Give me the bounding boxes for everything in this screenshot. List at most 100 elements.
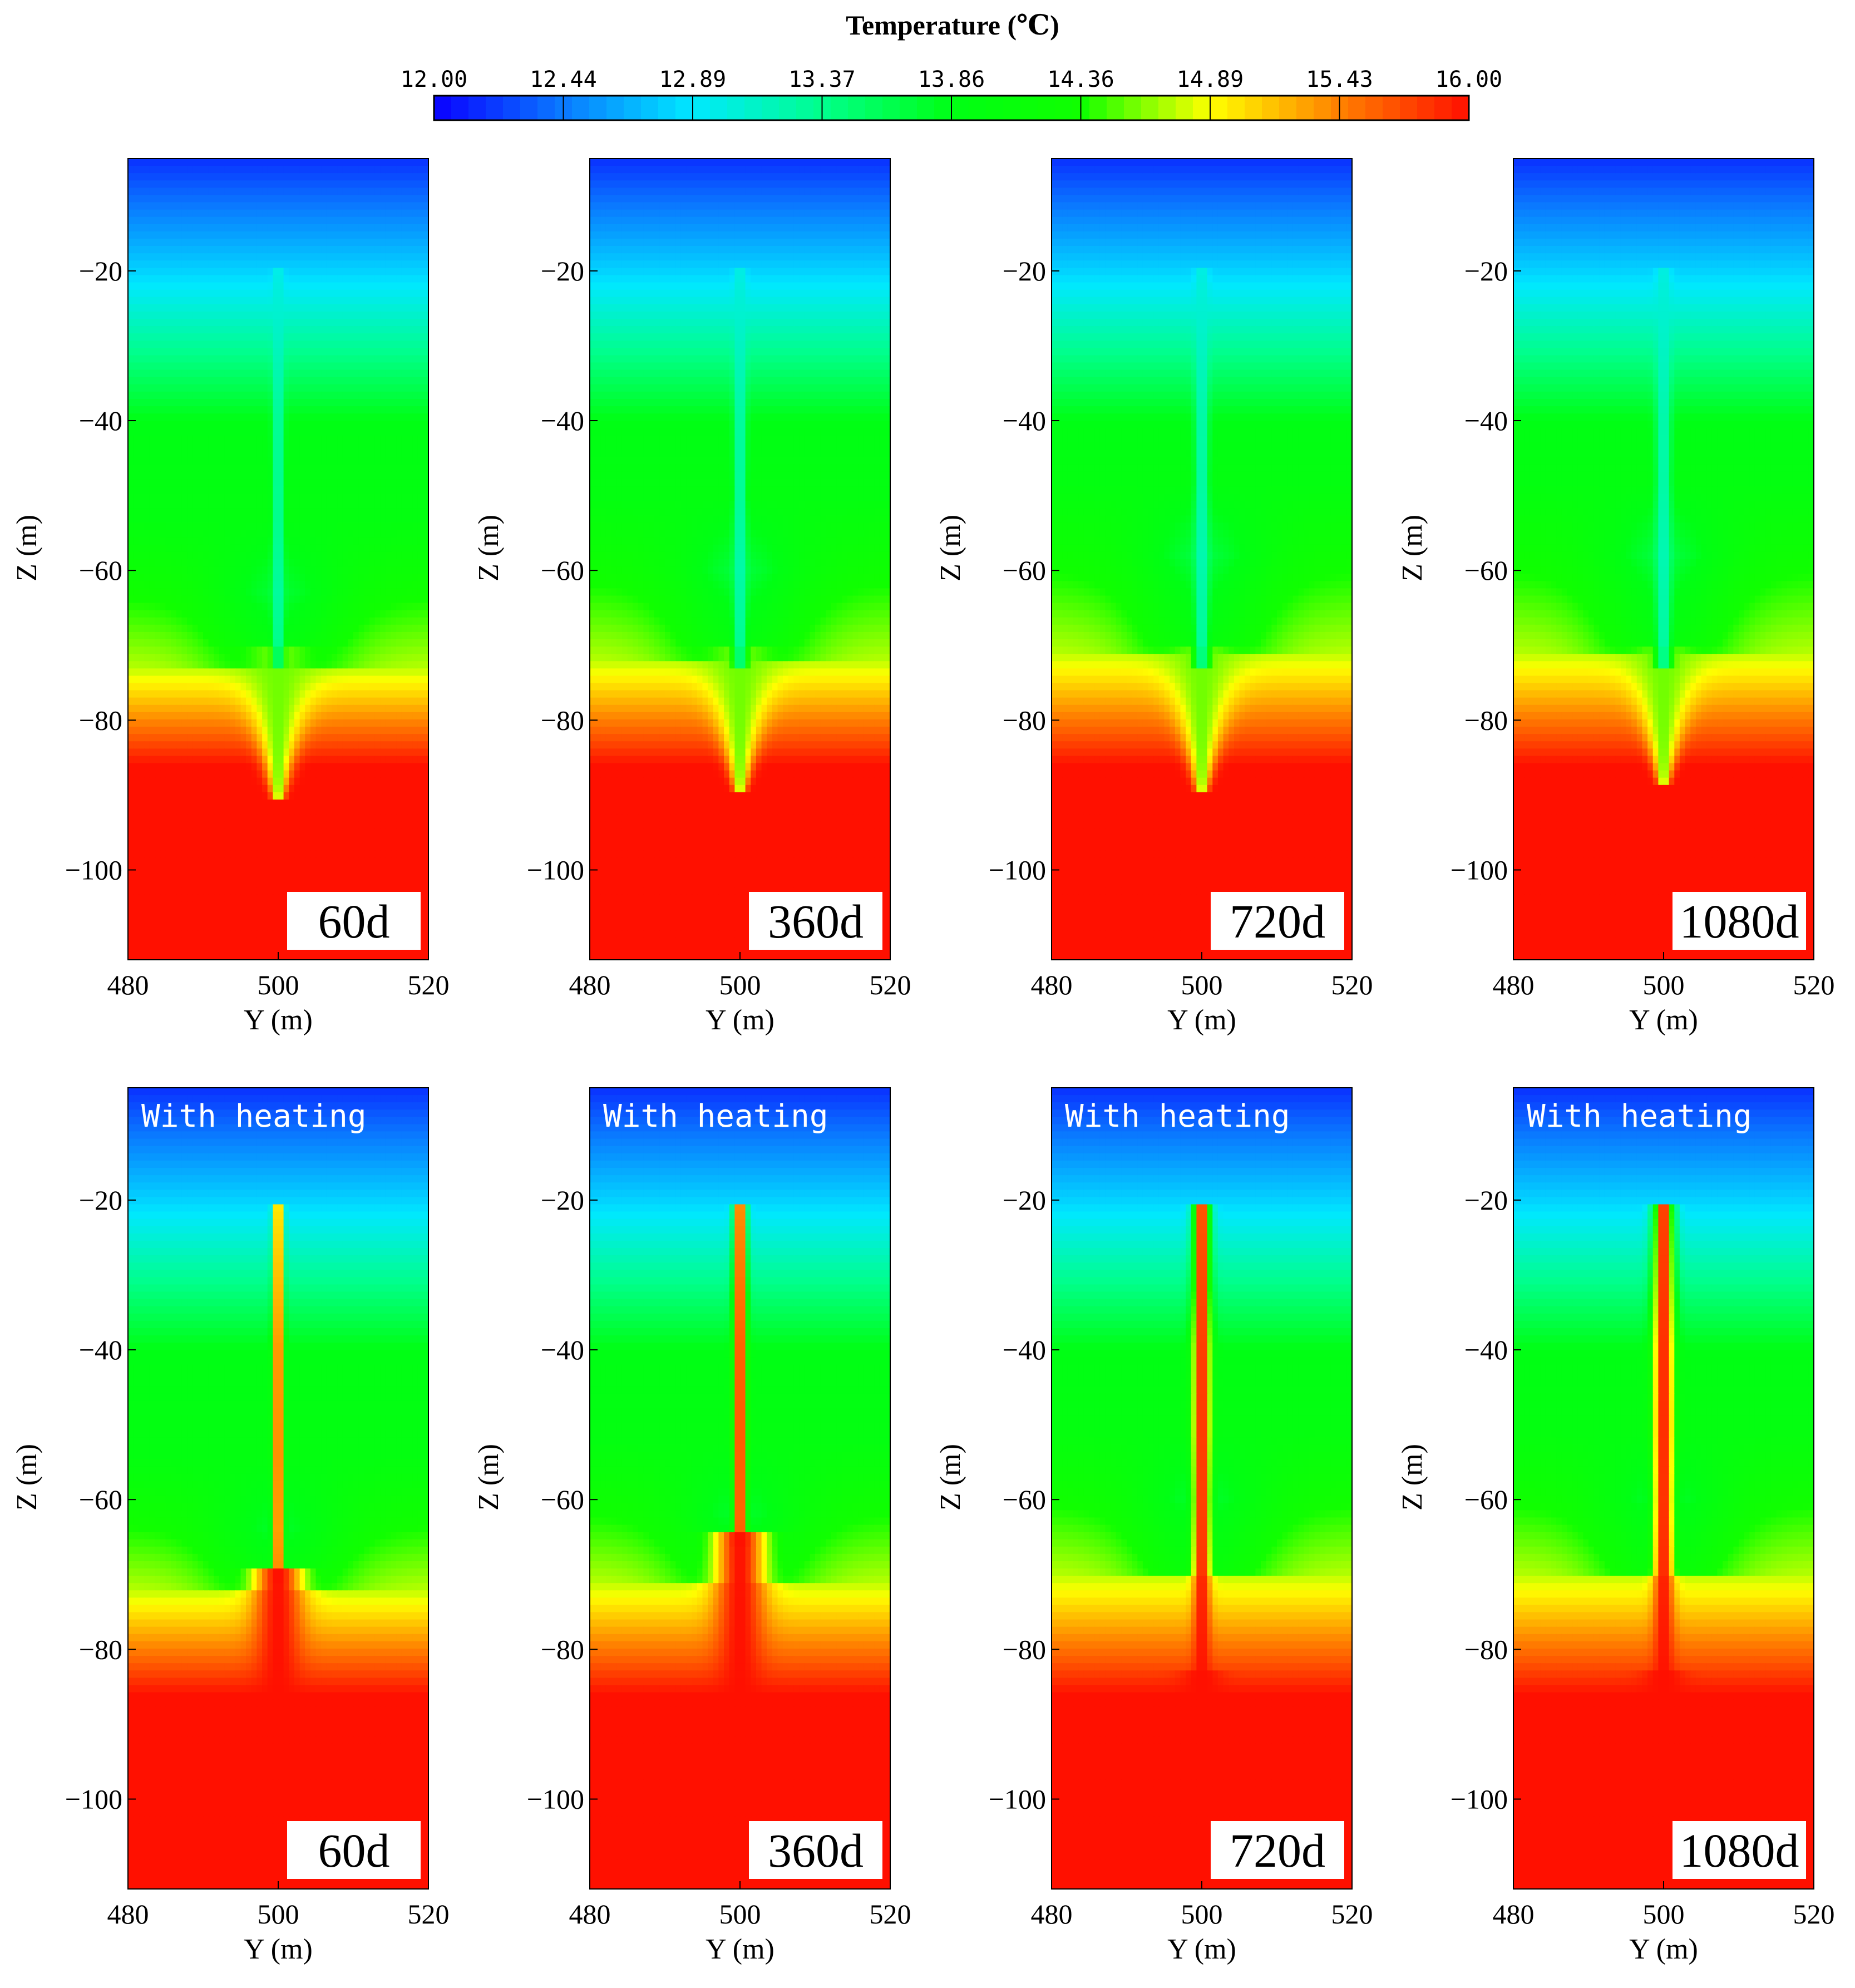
field-cell	[401, 486, 408, 495]
field-cell	[224, 566, 231, 575]
field-cell	[385, 734, 392, 742]
field-cell	[310, 362, 317, 371]
field-cell	[299, 471, 306, 480]
field-cell	[391, 435, 397, 443]
field-cell	[139, 159, 145, 166]
field-cell	[273, 537, 279, 545]
field-cell	[407, 785, 413, 793]
field-cell	[299, 442, 306, 451]
field-cell	[396, 406, 402, 415]
field-cell	[374, 377, 381, 385]
field-cell	[423, 712, 428, 720]
field-cell	[315, 610, 322, 618]
field-cell	[342, 246, 349, 254]
field-cell	[310, 471, 317, 480]
field-cell	[348, 275, 354, 283]
field-cell	[192, 574, 199, 582]
field-cell	[208, 508, 215, 516]
field-cell	[160, 202, 166, 210]
field-cell	[385, 559, 392, 567]
field-cell	[267, 391, 274, 399]
field-cell	[385, 180, 392, 189]
field-cell	[224, 173, 231, 181]
field-cell	[262, 610, 268, 618]
field-cell	[267, 311, 274, 319]
field-cell	[401, 275, 408, 283]
field-cell	[256, 719, 263, 727]
field-cell	[262, 501, 268, 509]
field-cell	[353, 639, 359, 647]
field-cell	[224, 384, 231, 392]
field-cell	[396, 756, 402, 764]
field-cell	[160, 333, 166, 342]
field-cell	[407, 522, 413, 531]
field-cell	[224, 479, 231, 487]
field-cell	[240, 224, 246, 232]
field-cell	[181, 471, 188, 480]
field-cell	[176, 595, 182, 604]
field-cell	[278, 632, 284, 640]
field-cell	[332, 727, 338, 735]
field-cell	[128, 741, 134, 749]
field-cell	[214, 777, 220, 786]
field-cell	[369, 260, 376, 269]
field-cell	[144, 712, 150, 720]
field-cell	[273, 239, 279, 246]
field-cell	[187, 471, 193, 480]
field-cell	[171, 647, 177, 655]
field-cell	[273, 515, 279, 524]
field-cell	[219, 166, 225, 174]
field-cell	[401, 610, 408, 618]
field-cell	[332, 464, 338, 472]
field-cell	[380, 486, 386, 495]
field-cell	[374, 268, 381, 276]
field-cell	[374, 391, 381, 399]
field-cell	[348, 683, 354, 691]
field-cell	[364, 668, 370, 677]
field-cell	[256, 639, 263, 647]
field-cell	[139, 559, 145, 567]
field-cell	[283, 421, 290, 429]
colorbar-band	[658, 96, 676, 120]
field-cell	[214, 333, 220, 342]
field-cell	[262, 333, 268, 342]
field-cell	[417, 785, 424, 793]
field-cell	[321, 319, 327, 327]
field-cell	[369, 785, 376, 793]
field-cell	[321, 515, 327, 524]
field-cell	[208, 777, 215, 786]
field-cell	[348, 661, 354, 669]
field-cell	[235, 719, 241, 727]
field-cell	[267, 486, 274, 495]
field-cell	[358, 275, 365, 283]
field-cell	[315, 362, 322, 371]
field-cell	[337, 697, 343, 706]
field-cell	[256, 566, 263, 575]
field-cell	[256, 406, 263, 415]
field-cell	[133, 180, 140, 189]
field-cell	[235, 610, 241, 618]
field-cell	[364, 399, 370, 407]
field-cell	[305, 777, 311, 786]
field-cell	[315, 391, 322, 399]
field-cell	[305, 508, 311, 516]
field-cell	[198, 260, 204, 269]
field-cell	[256, 195, 263, 203]
field-cell	[203, 624, 209, 633]
field-cell	[262, 551, 268, 560]
field-cell	[256, 777, 263, 786]
field-cell	[171, 668, 177, 677]
field-cell	[214, 253, 220, 262]
field-cell	[203, 603, 209, 611]
field-cell	[149, 289, 156, 298]
field-cell	[364, 777, 370, 786]
field-cell	[133, 654, 140, 662]
field-cell	[342, 610, 349, 618]
field-cell	[396, 253, 402, 262]
field-cell	[155, 260, 161, 269]
field-cell	[332, 384, 338, 392]
field-cell	[133, 260, 140, 269]
field-cell	[262, 216, 268, 225]
field-cell	[401, 159, 408, 166]
field-cell	[155, 544, 161, 553]
